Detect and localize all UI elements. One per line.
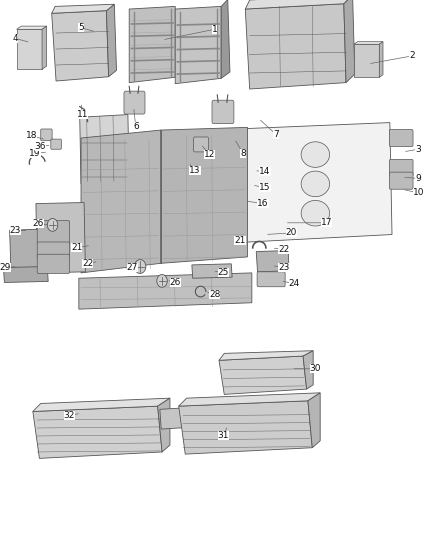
Polygon shape: [79, 273, 252, 309]
Text: 23: 23: [278, 263, 290, 272]
FancyBboxPatch shape: [41, 129, 52, 141]
Ellipse shape: [301, 200, 330, 226]
Polygon shape: [237, 123, 392, 243]
Text: 21: 21: [71, 244, 82, 252]
Polygon shape: [42, 26, 46, 69]
FancyBboxPatch shape: [37, 254, 70, 273]
Text: 23: 23: [10, 226, 21, 235]
Polygon shape: [17, 29, 42, 69]
Text: 29: 29: [0, 263, 11, 272]
Text: 32: 32: [64, 411, 75, 420]
Polygon shape: [354, 44, 379, 77]
Text: 12: 12: [204, 150, 215, 159]
Text: 17: 17: [321, 219, 332, 227]
Polygon shape: [245, 0, 353, 9]
Polygon shape: [245, 4, 346, 89]
Circle shape: [47, 219, 58, 231]
Text: 18: 18: [26, 132, 37, 140]
Polygon shape: [158, 398, 170, 452]
Polygon shape: [36, 203, 85, 273]
FancyBboxPatch shape: [37, 221, 70, 244]
Text: 24: 24: [289, 279, 300, 288]
Text: 15: 15: [259, 183, 271, 192]
Polygon shape: [17, 26, 46, 29]
Polygon shape: [4, 266, 48, 282]
Polygon shape: [33, 406, 162, 458]
Circle shape: [157, 274, 167, 287]
Polygon shape: [33, 398, 170, 411]
Polygon shape: [379, 42, 383, 77]
Polygon shape: [354, 42, 383, 44]
FancyBboxPatch shape: [194, 137, 208, 152]
Text: 1: 1: [212, 25, 218, 34]
FancyBboxPatch shape: [389, 159, 413, 176]
Polygon shape: [256, 251, 289, 272]
Polygon shape: [175, 6, 221, 84]
FancyBboxPatch shape: [389, 130, 413, 147]
Text: 5: 5: [78, 23, 84, 32]
Text: 11: 11: [77, 110, 88, 119]
Text: 25: 25: [218, 269, 229, 277]
FancyBboxPatch shape: [124, 91, 145, 114]
Ellipse shape: [301, 171, 330, 197]
Text: 10: 10: [413, 189, 424, 197]
Polygon shape: [160, 408, 187, 429]
FancyBboxPatch shape: [37, 242, 70, 259]
Text: 26: 26: [170, 278, 181, 287]
Polygon shape: [52, 11, 109, 81]
Text: 2: 2: [409, 52, 414, 60]
FancyBboxPatch shape: [257, 272, 285, 287]
Text: 7: 7: [273, 130, 279, 139]
Text: 22: 22: [82, 260, 93, 268]
Text: 31: 31: [218, 432, 229, 440]
Text: 13: 13: [189, 166, 201, 175]
Polygon shape: [129, 6, 175, 83]
Text: 6: 6: [133, 123, 139, 131]
Polygon shape: [219, 351, 313, 360]
Text: 9: 9: [415, 174, 421, 183]
FancyBboxPatch shape: [51, 139, 61, 149]
Polygon shape: [179, 393, 320, 406]
Ellipse shape: [301, 142, 330, 167]
Text: 27: 27: [127, 263, 138, 272]
Polygon shape: [303, 351, 313, 389]
Polygon shape: [221, 0, 230, 78]
Polygon shape: [179, 401, 312, 454]
FancyBboxPatch shape: [389, 172, 413, 189]
Polygon shape: [80, 115, 129, 184]
Text: 8: 8: [240, 149, 246, 158]
Text: 22: 22: [278, 245, 290, 254]
Polygon shape: [52, 4, 114, 13]
Text: 19: 19: [29, 149, 41, 158]
Polygon shape: [219, 356, 307, 394]
Polygon shape: [161, 127, 247, 263]
Polygon shape: [192, 264, 232, 278]
Text: 28: 28: [209, 290, 220, 298]
Polygon shape: [81, 130, 161, 273]
Text: 3: 3: [415, 145, 421, 154]
Text: 16: 16: [257, 199, 268, 208]
FancyBboxPatch shape: [212, 100, 234, 124]
Polygon shape: [344, 0, 355, 83]
Text: 36: 36: [35, 142, 46, 151]
Text: 14: 14: [259, 167, 271, 176]
Text: 20: 20: [286, 229, 297, 237]
Polygon shape: [308, 393, 320, 448]
Text: 30: 30: [310, 365, 321, 373]
Polygon shape: [106, 4, 117, 77]
Polygon shape: [10, 229, 42, 272]
Text: 4: 4: [13, 34, 18, 43]
Text: 26: 26: [33, 220, 44, 228]
Text: 21: 21: [234, 237, 246, 245]
Circle shape: [134, 260, 146, 273]
